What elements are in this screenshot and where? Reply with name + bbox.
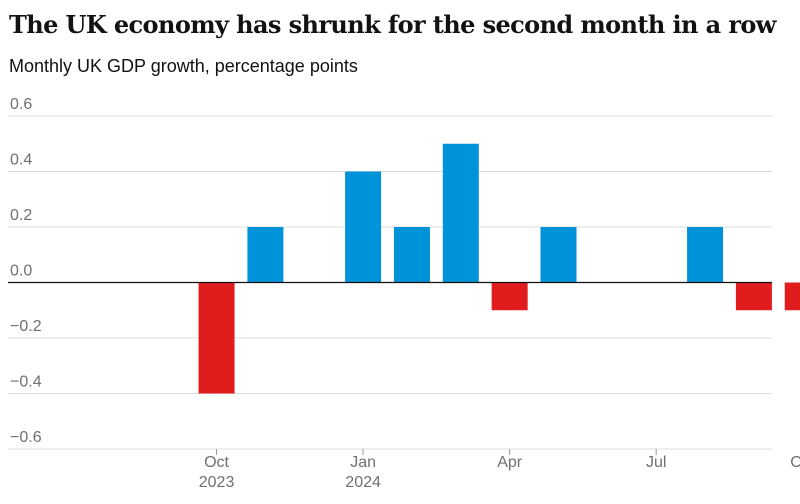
y-tick-label: −0.2 xyxy=(10,318,42,335)
x-axis-ticks: Oct 2023 Jan 2024 Apr Jul Oct xyxy=(199,449,800,491)
bar xyxy=(784,282,800,311)
x-tick-label: 2024 xyxy=(345,474,381,491)
y-tick-label: 0.2 xyxy=(10,207,32,224)
bar xyxy=(687,227,724,283)
x-tick-label: 2023 xyxy=(199,474,235,491)
bar xyxy=(540,227,577,283)
bar xyxy=(491,282,528,311)
bars xyxy=(198,143,800,394)
bar xyxy=(247,227,284,283)
chart-title: The UK economy has shrunk for the second… xyxy=(9,10,776,39)
x-tick-label: Oct xyxy=(204,454,229,471)
bar xyxy=(393,227,430,283)
y-tick-label: 0.4 xyxy=(10,152,32,169)
y-tick-label: −0.6 xyxy=(10,429,42,446)
gridlines xyxy=(8,115,772,450)
x-tick-label: Apr xyxy=(497,454,523,471)
y-tick-label: −0.4 xyxy=(10,374,42,391)
y-tick-label: 0.0 xyxy=(10,263,32,280)
bar xyxy=(442,143,479,283)
y-axis-ticks: 0.6 0.4 0.2 0.0 −0.2 −0.4 −0.6 xyxy=(10,96,42,446)
x-tick-label: Oct xyxy=(790,454,800,471)
chart-subtitle: Monthly UK GDP growth, percentage points xyxy=(9,56,358,76)
y-tick-label: 0.6 xyxy=(10,96,32,113)
bar xyxy=(735,282,772,311)
x-tick-label: Jan xyxy=(350,454,376,471)
bar xyxy=(198,282,235,394)
bar xyxy=(345,171,382,283)
x-tick-label: Jul xyxy=(646,454,666,471)
